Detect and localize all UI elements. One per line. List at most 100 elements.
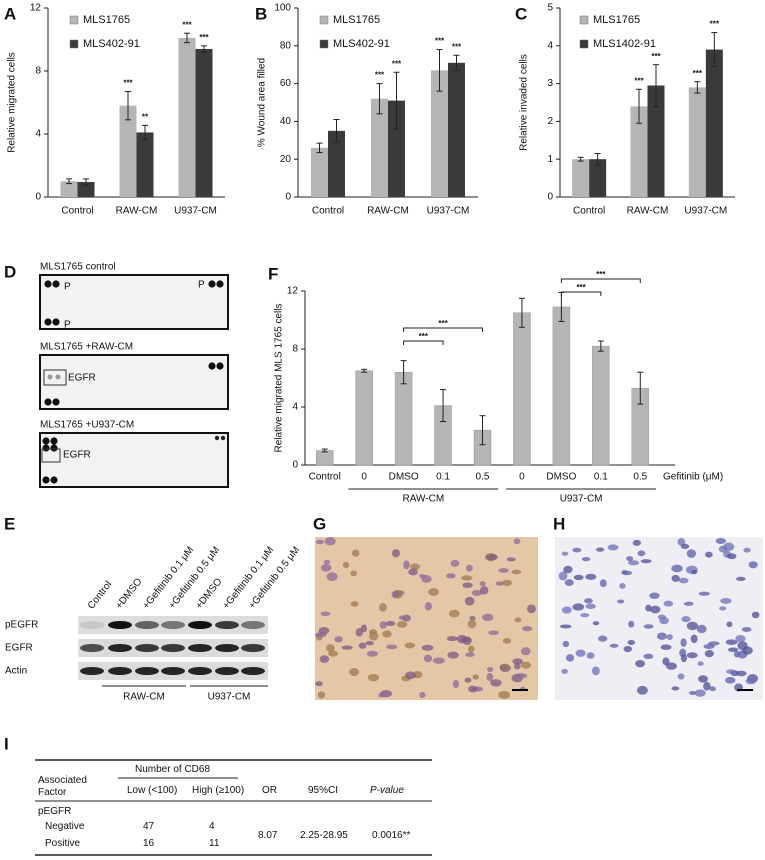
- x-tick-label: Control: [61, 206, 93, 217]
- nucleus: [522, 625, 533, 632]
- bar: [136, 132, 154, 197]
- legend-label: MLS402-91: [333, 38, 390, 50]
- legend-swatch: [69, 39, 79, 49]
- nucleus: [468, 645, 475, 653]
- group-label: RAW-CM: [402, 494, 444, 505]
- nucleus: [635, 659, 645, 668]
- nucleus: [715, 538, 727, 545]
- nucleus: [511, 569, 522, 575]
- nucleus: [697, 661, 704, 666]
- x-tick-label: DMSO: [546, 472, 576, 483]
- nucleus: [686, 621, 698, 631]
- blot-band: [188, 667, 212, 675]
- legend-swatch: [579, 15, 589, 25]
- nucleus: [421, 644, 434, 651]
- nucleus: [659, 617, 669, 625]
- bar: [388, 100, 405, 197]
- significance-label: ***: [634, 76, 644, 85]
- x-tick-label: Control: [309, 472, 341, 483]
- significance-label: ***: [392, 59, 402, 68]
- nucleus: [645, 604, 652, 612]
- bar: [431, 70, 448, 197]
- blot-band: [135, 644, 159, 652]
- bar: [630, 106, 648, 197]
- y-tick-label: 12: [287, 286, 299, 297]
- nucleus: [502, 637, 512, 644]
- comparison-bracket: [403, 327, 483, 332]
- comparison-label: ***: [419, 332, 429, 341]
- nucleus: [514, 617, 522, 623]
- bar: [394, 371, 413, 466]
- nucleus: [617, 599, 625, 604]
- blot-band: [161, 621, 185, 629]
- nucleus: [580, 613, 590, 618]
- nucleus: [742, 646, 753, 655]
- nucleus: [472, 674, 479, 680]
- nucleus: [581, 557, 591, 562]
- nucleus: [315, 681, 323, 687]
- nucleus: [513, 662, 521, 670]
- nucleus: [501, 663, 509, 671]
- y-axis-label: Relative invaded cells: [519, 54, 530, 151]
- nucleus: [513, 538, 521, 545]
- x-axis-label: Gefitinib (μM): [663, 472, 723, 483]
- nucleus: [607, 544, 619, 551]
- nucleus: [512, 658, 523, 665]
- nucleus: [686, 549, 697, 558]
- nucleus: [428, 588, 439, 596]
- nucleus: [323, 559, 331, 565]
- nucleus: [643, 653, 654, 660]
- bar: [589, 159, 607, 197]
- panel-letter: C: [515, 4, 527, 23]
- nucleus: [597, 635, 608, 642]
- y-tick-label: 0: [35, 192, 41, 203]
- nucleus: [671, 574, 680, 582]
- nucleus: [350, 570, 358, 577]
- nucleus: [498, 690, 511, 699]
- nucleus: [404, 642, 416, 649]
- group-label: RAW-CM: [123, 692, 165, 703]
- blot-band: [80, 667, 104, 675]
- x-tick-label: 0.5: [633, 472, 647, 483]
- row-label: EGFR: [5, 643, 33, 654]
- y-tick-label: 80: [280, 40, 292, 51]
- nucleus: [326, 644, 335, 653]
- nucleus: [599, 579, 607, 588]
- nucleus: [386, 644, 398, 650]
- array-title: MLS1765 +RAW-CM: [40, 342, 133, 353]
- nucleus: [677, 673, 685, 680]
- nucleus: [681, 616, 691, 623]
- blot-band: [215, 667, 239, 675]
- nucleus: [471, 589, 483, 596]
- nucleus: [466, 564, 473, 572]
- array-dot: [47, 374, 53, 380]
- nucleus: [735, 634, 746, 643]
- nucleus: [447, 651, 459, 659]
- y-tick-label: 5: [547, 3, 553, 14]
- nucleus: [628, 560, 640, 566]
- y-tick-label: 3: [547, 78, 553, 89]
- blot-band: [188, 644, 212, 652]
- nucleus: [379, 621, 387, 629]
- nucleus: [735, 576, 746, 581]
- array-label: P: [64, 282, 71, 293]
- nucleus: [408, 568, 418, 576]
- nucleus: [320, 563, 332, 572]
- legend-label: MLS402-91: [83, 38, 140, 50]
- panel-letter: A: [4, 4, 16, 23]
- bar: [705, 49, 723, 197]
- array-dot: [44, 318, 52, 326]
- significance-label: ***: [710, 20, 720, 29]
- array-dot: [50, 437, 58, 445]
- nucleus: [501, 579, 512, 587]
- nucleus: [709, 686, 716, 692]
- array-membrane: [39, 274, 229, 330]
- nucleus: [351, 549, 360, 557]
- array-label: EGFR: [63, 450, 91, 461]
- x-tick-label: Control: [573, 206, 605, 217]
- nucleus: [592, 621, 600, 626]
- bar: [77, 182, 95, 197]
- nucleus: [745, 677, 757, 685]
- y-tick-label: 100: [274, 3, 291, 14]
